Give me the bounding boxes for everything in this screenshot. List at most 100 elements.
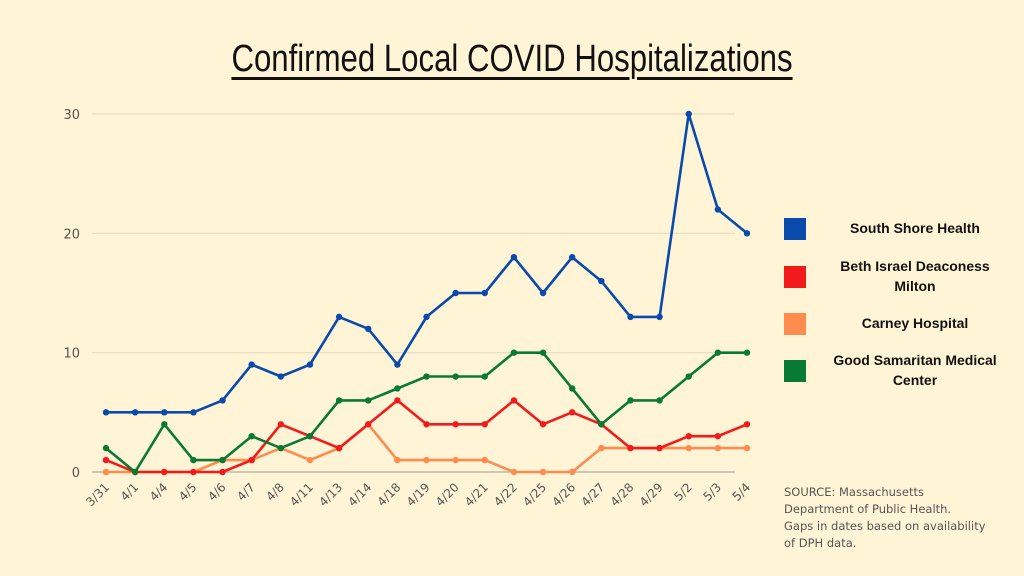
data-point [190,409,197,416]
data-point [656,444,663,452]
data-point [306,361,314,368]
data-point [161,421,168,428]
data-point [423,456,430,464]
data-point [685,433,692,440]
data-point [743,421,751,428]
series-line [105,351,747,474]
data-point [452,373,459,380]
data-point [219,456,226,464]
y-axis-ticks: 0 10 20 30 [63,108,80,481]
legend-label: Beth Israel Deaconess Milton [820,256,1010,296]
x-tick-label: 4/27 [578,480,607,509]
series-south-shore-health [102,110,751,416]
data-point [656,313,663,321]
legend-swatch [784,360,806,382]
legend-item-beth-israel: Beth Israel Deaconess Milton [782,258,1012,304]
legend-label: South Shore Health [820,218,1010,238]
legend-swatch [784,313,806,335]
data-point [598,421,605,428]
series-good-samaritan-medical-center [102,349,751,476]
data-point [539,468,547,476]
gridlines [92,113,735,473]
x-tick-label: 4/29 [637,480,666,509]
data-point [452,289,459,297]
data-point [306,433,314,440]
x-tick-label: 4/28 [608,480,637,509]
data-point [685,110,692,118]
source-line: of DPH data. [784,536,857,550]
source-line: SOURCE: Massachusetts [784,485,924,499]
data-point [102,444,110,452]
data-point [481,421,488,428]
x-tick-label: 4/8 [263,480,287,504]
data-point [423,373,430,380]
data-point [743,230,751,237]
legend-label: Good Samaritan Medical Center [820,350,1010,390]
data-point [248,433,255,440]
data-point [335,444,343,452]
data-point [627,444,634,452]
data-point [335,397,343,404]
y-tick-label: 10 [63,347,80,362]
data-point [423,421,430,428]
data-point [598,277,605,285]
data-point [510,254,518,261]
data-point [248,456,255,464]
data-point [539,289,547,297]
chart-title: Confirmed Local COVID Hospitalizations [92,38,932,81]
x-tick-label: 4/25 [520,480,549,509]
data-point [568,254,576,261]
data-point [685,373,692,380]
data-point [102,456,110,464]
source-line: Gaps in dates based on availability [784,519,986,533]
data-point [306,456,314,464]
x-tick-label: 4/7 [234,480,258,504]
x-tick-label: 5/3 [700,480,724,504]
data-point [714,444,722,452]
y-tick-label: 0 [72,466,80,481]
x-tick-label: 4/5 [176,480,200,504]
y-tick-label: 30 [63,108,80,123]
data-point [510,397,518,404]
legend-label-line: Carney Hospital [861,315,969,331]
data-point [539,421,547,428]
x-tick-label: 5/4 [730,480,754,504]
data-point [656,397,663,404]
x-tick-label: 4/22 [491,480,520,509]
data-point [102,468,110,476]
data-point [598,444,605,452]
data-point [481,456,488,464]
data-point [161,468,168,476]
legend-item-good-samaritan: Good Samaritan Medical Center [782,352,1012,398]
legend-item-carney-hospital: Carney Hospital [782,305,1012,351]
x-tick-label: 4/14 [345,480,374,509]
data-point [131,409,139,416]
data-point [539,349,547,356]
data-point [394,385,401,392]
data-point [102,409,110,416]
data-point [335,313,343,321]
chart-title-text: Confirmed Local COVID Hospitalizations [231,38,793,80]
series-line [106,112,748,414]
x-tick-label: 4/11 [287,480,316,509]
data-point [277,373,285,380]
data-point [743,444,751,452]
series-beth-israel-deaconess-milton [102,397,751,476]
x-tick-label: 4/21 [462,480,491,509]
data-point [568,468,576,476]
source-note: SOURCE: Massachusetts Department of Publ… [784,484,1014,552]
data-point [248,361,255,368]
legend-label-line: Beth Israel Deaconess [840,258,990,274]
data-point [452,456,459,464]
legend-item-south-shore-health: South Shore Health [782,210,1012,256]
legend-label-line: Center [892,372,938,388]
data-point [714,206,722,213]
x-tick-label: 3/31 [83,480,112,509]
data-point [365,421,372,428]
x-tick-label: 4/19 [404,480,433,509]
data-point [365,325,372,332]
series-lines [102,110,751,476]
source-line: Department of Public Health. [784,502,952,516]
data-point [510,349,518,356]
